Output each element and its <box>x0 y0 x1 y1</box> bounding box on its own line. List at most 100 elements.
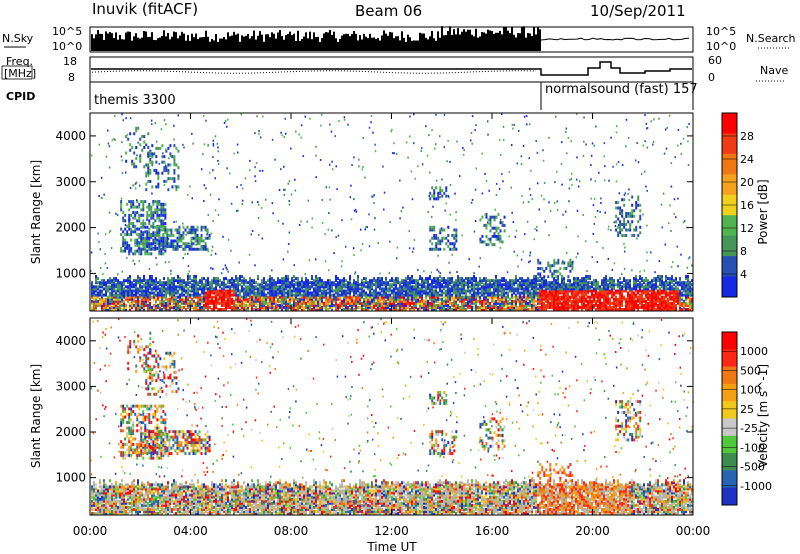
data-cell <box>445 308 447 312</box>
data-cell <box>154 225 157 229</box>
data-cell <box>619 297 621 301</box>
data-cell <box>525 289 527 293</box>
data-cell <box>123 303 125 307</box>
nsky-bar <box>411 40 413 51</box>
data-cell <box>569 305 571 309</box>
data-cell <box>683 305 685 309</box>
data-cell <box>198 236 201 240</box>
data-cell <box>545 285 547 289</box>
data-cell <box>437 281 439 285</box>
data-cell <box>401 301 403 305</box>
data-cell <box>194 236 197 240</box>
data-cell <box>481 279 483 283</box>
data-cell <box>263 297 265 301</box>
data-cell <box>253 295 255 299</box>
data-cell <box>623 289 625 293</box>
data-cell <box>156 234 159 237</box>
data-cell <box>321 297 323 301</box>
data-cell <box>515 293 517 297</box>
data-cell <box>160 211 163 215</box>
data-cell <box>489 295 491 299</box>
data-cell <box>385 281 387 285</box>
data-cell <box>275 281 277 285</box>
data-cell <box>525 291 527 295</box>
data-cell <box>249 289 251 293</box>
data-cell <box>162 219 165 223</box>
data-cell <box>601 305 603 309</box>
data-cell <box>417 287 419 291</box>
data-cell <box>207 289 209 293</box>
data-cell <box>537 305 539 309</box>
data-cell <box>275 285 277 289</box>
data-cell <box>447 279 449 283</box>
nsky-bar <box>219 38 221 51</box>
data-cell <box>347 287 349 291</box>
data-cell <box>393 287 395 291</box>
data-cell <box>539 297 541 301</box>
nsky-bar <box>419 32 421 51</box>
data-cell <box>443 295 445 299</box>
data-cell <box>373 289 375 293</box>
data-cell <box>495 226 498 230</box>
data-cell <box>447 234 450 237</box>
data-cell <box>611 291 613 295</box>
data-cell <box>173 308 175 312</box>
data-cell <box>445 242 448 246</box>
data-cell <box>149 303 151 307</box>
data-cell <box>619 223 622 226</box>
data-cell <box>369 299 371 303</box>
data-cell <box>219 301 221 305</box>
data-cell <box>211 297 213 301</box>
data-cell <box>385 305 387 309</box>
data-cell <box>103 303 105 307</box>
data-cell <box>577 287 579 291</box>
data-cell <box>168 228 171 232</box>
data-cell <box>687 279 689 283</box>
data-cell <box>321 285 323 289</box>
data-cell <box>97 301 99 305</box>
data-cell <box>381 281 383 285</box>
data-cell <box>231 277 233 281</box>
data-cell <box>339 301 341 305</box>
data-cell <box>123 281 125 285</box>
data-cell <box>587 287 589 291</box>
data-cell <box>451 293 453 297</box>
data-cell <box>441 297 443 301</box>
data-cell <box>551 287 553 291</box>
data-cell <box>601 289 603 293</box>
data-cell <box>124 246 127 250</box>
data-cell <box>651 303 653 307</box>
data-cell <box>140 236 143 240</box>
data-cell <box>297 305 299 309</box>
data-cell <box>565 305 567 309</box>
data-cell <box>147 151 150 155</box>
data-cell <box>93 291 95 295</box>
data-cell <box>621 281 623 285</box>
data-cell <box>551 281 553 285</box>
data-cell <box>303 305 305 309</box>
data-cell <box>105 305 107 309</box>
data-cell <box>155 285 157 289</box>
data-cell <box>687 293 689 297</box>
data-cell <box>341 293 343 297</box>
data-cell <box>177 303 179 307</box>
data-cell <box>109 301 111 305</box>
data-cell <box>527 293 529 297</box>
data-cell <box>105 291 107 295</box>
data-cell <box>605 305 607 309</box>
data-cell <box>629 228 632 232</box>
data-cell <box>177 177 180 181</box>
data-cell <box>637 299 639 303</box>
data-cell <box>457 295 459 299</box>
data-cell <box>163 155 166 159</box>
data-cell <box>255 285 257 289</box>
data-cell <box>557 277 559 281</box>
data-cell <box>437 197 440 201</box>
data-cell <box>657 285 659 289</box>
data-cell <box>473 295 475 299</box>
data-cell <box>597 283 599 287</box>
data-cell <box>160 249 163 253</box>
data-cell <box>129 303 131 307</box>
data-cell <box>129 285 131 289</box>
data-cell <box>495 301 497 305</box>
